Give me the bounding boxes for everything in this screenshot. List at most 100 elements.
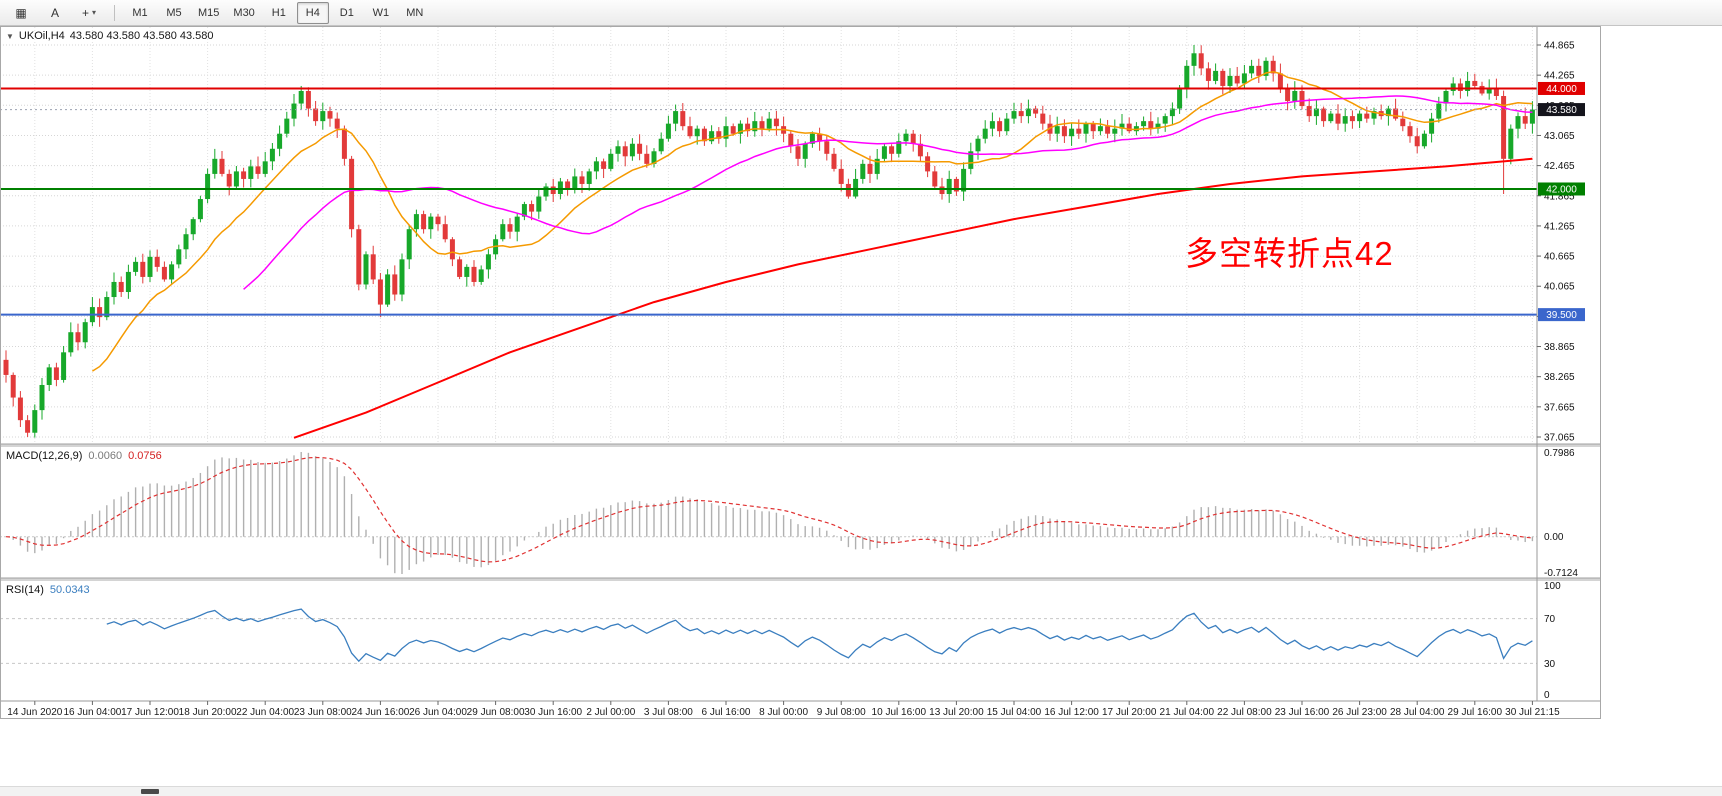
macd-name: MACD(12,26,9) [6,450,83,462]
toolbar-separator [114,4,115,21]
svg-text:42.000: 42.000 [1546,184,1577,195]
rsi-name: RSI(14) [6,584,44,596]
svg-text:6 Jul 16:00: 6 Jul 16:00 [702,707,751,718]
macd-axis: 0.7986 0.00 -0.7124 [1544,448,1578,579]
level-lines-layer [0,87,1537,316]
horizontal-scrollbar-thumb[interactable] [141,789,159,794]
svg-text:43.065: 43.065 [1544,131,1575,142]
svg-text:38.265: 38.265 [1544,372,1575,383]
svg-text:26 Jun 04:00: 26 Jun 04:00 [409,707,467,718]
svg-text:44.865: 44.865 [1544,41,1575,52]
svg-text:9 Jul 08:00: 9 Jul 08:00 [817,707,866,718]
svg-text:10 Jul 16:00: 10 Jul 16:00 [872,707,927,718]
svg-text:0.7986: 0.7986 [1544,448,1575,459]
svg-text:21 Jul 04:00: 21 Jul 04:00 [1160,707,1215,718]
toolbar: ▦ A + ▾ M1 M5 M15 M30 H1 H4 D1 W1 MN [0,0,1722,26]
charts-layout-icon: ▦ [15,5,27,20]
frame-layer [0,26,1601,719]
svg-text:3 Jul 08:00: 3 Jul 08:00 [644,707,693,718]
svg-text:15 Jul 04:00: 15 Jul 04:00 [987,707,1042,718]
svg-text:17 Jul 20:00: 17 Jul 20:00 [1102,707,1157,718]
macd-layer [0,452,1537,574]
chart-title: ▼ UKOil,H4 43.580 43.580 43.580 43.580 [6,30,214,42]
svg-text:29 Jul 16:00: 29 Jul 16:00 [1448,707,1503,718]
svg-text:29 Jun 08:00: 29 Jun 08:00 [467,707,525,718]
svg-text:40.065: 40.065 [1544,282,1575,293]
candles-layer [3,45,1535,438]
macd-indicator-label: MACD(12,26,9) 0.0060 0.0756 [6,450,162,462]
horizontal-scrollbar[interactable] [0,786,1722,796]
svg-text:70: 70 [1544,614,1556,625]
collapse-arrow-icon[interactable]: ▼ [6,31,14,41]
macd-signal-value: 0.0756 [128,450,162,462]
macd-signal-line [5,456,1533,563]
svg-text:41.865: 41.865 [1544,191,1575,202]
ma-slow-line [293,157,1533,439]
svg-text:23 Jul 16:00: 23 Jul 16:00 [1275,707,1330,718]
macd-main-value: 0.0060 [88,450,123,462]
svg-text:13 Jul 20:00: 13 Jul 20:00 [929,707,984,718]
svg-text:16 Jul 12:00: 16 Jul 12:00 [1044,707,1099,718]
svg-text:8 Jul 00:00: 8 Jul 00:00 [759,707,808,718]
price-badge: 39.500 [1538,308,1585,322]
price-badge: 42.000 [1538,182,1585,196]
svg-text:22 Jun 04:00: 22 Jun 04:00 [236,707,294,718]
chart-symbol-label: UKOil,H4 [18,30,65,42]
text-tool-icon: A [50,5,59,20]
svg-text:30: 30 [1544,659,1556,670]
chart-annotation-text[interactable]: 多空转折点42 [1185,235,1394,272]
svg-text:28 Jul 04:00: 28 Jul 04:00 [1390,707,1445,718]
svg-text:41.265: 41.265 [1544,221,1575,232]
price-badge: 43.580 [1538,103,1585,117]
timeframe-m30-button[interactable]: M30 [233,6,255,19]
moving-averages-layer [92,71,1533,439]
crosshair-tool-icon: + [81,5,89,20]
svg-text:23 Jun 08:00: 23 Jun 08:00 [294,707,352,718]
svg-text:43.580: 43.580 [1546,105,1577,116]
svg-text:14 Jun 2020: 14 Jun 2020 [7,707,62,718]
svg-text:44.265: 44.265 [1544,71,1575,82]
timeframe-mn-button[interactable]: MN [406,6,424,19]
svg-text:42.465: 42.465 [1544,161,1575,172]
svg-text:18 Jun 20:00: 18 Jun 20:00 [179,707,237,718]
tools-group: ▦ A + ▾ [5,2,105,24]
grid-layer [0,27,1537,443]
tool-charts-layout-button[interactable]: ▦ [5,2,37,24]
timeframe-m5-button[interactable]: M5 [166,6,182,19]
svg-text:0: 0 [1544,690,1550,701]
chevron-down-icon: ▾ [92,8,97,17]
chart-canvas[interactable]: 44.86544.26543.66543.06542.46541.86541.2… [0,26,1601,719]
rsi-layer [0,608,1537,664]
svg-text:17 Jun 12:00: 17 Jun 12:00 [121,707,179,718]
tool-text-tool-button[interactable]: A [39,2,71,24]
timeframe-h1-button[interactable]: H1 [271,6,286,19]
svg-text:44.000: 44.000 [1546,84,1577,95]
rsi-axis: 100 70 30 0 [1544,581,1561,701]
svg-text:30 Jul 21:15: 30 Jul 21:15 [1505,707,1560,718]
svg-text:39.500: 39.500 [1546,310,1577,321]
svg-text:37.065: 37.065 [1544,433,1575,444]
rsi-line [106,608,1533,663]
timeframe-h4-button[interactable]: H4 [296,1,329,24]
svg-text:2 Jul 00:00: 2 Jul 00:00 [586,707,635,718]
timeframe-toolbar: M1 M5 M15 M30 H1 H4 D1 W1 MN [124,1,431,24]
rsi-indicator-label: RSI(14) 50.0343 [6,584,90,596]
svg-text:26 Jul 23:00: 26 Jul 23:00 [1332,707,1387,718]
tool-crosshair-tool-button[interactable]: + ▾ [73,2,105,24]
svg-text:100: 100 [1544,581,1561,592]
svg-text:37.665: 37.665 [1544,402,1575,413]
svg-text:0.00: 0.00 [1544,532,1564,543]
chart-window-border [0,26,1601,719]
timeframe-m1-button[interactable]: M1 [132,6,148,19]
timeframe-m15-button[interactable]: M15 [198,6,220,19]
svg-text:16 Jun 04:00: 16 Jun 04:00 [63,707,121,718]
chart-quotes: 43.580 43.580 43.580 43.580 [69,30,214,42]
time-axis: 14 Jun 2020 16 Jun 04:00 17 Jun 12:00 18 Ju… [7,701,1560,718]
price-axis: 44.86544.26543.66543.06542.46541.86541.2… [1537,41,1575,444]
rsi-value: 50.0343 [49,584,90,596]
svg-text:40.665: 40.665 [1544,252,1575,263]
price-badge: 44.000 [1538,81,1585,95]
timeframe-w1-button[interactable]: W1 [372,6,390,19]
timeframe-d1-button[interactable]: D1 [339,6,354,19]
svg-text:22 Jul 08:00: 22 Jul 08:00 [1217,707,1272,718]
